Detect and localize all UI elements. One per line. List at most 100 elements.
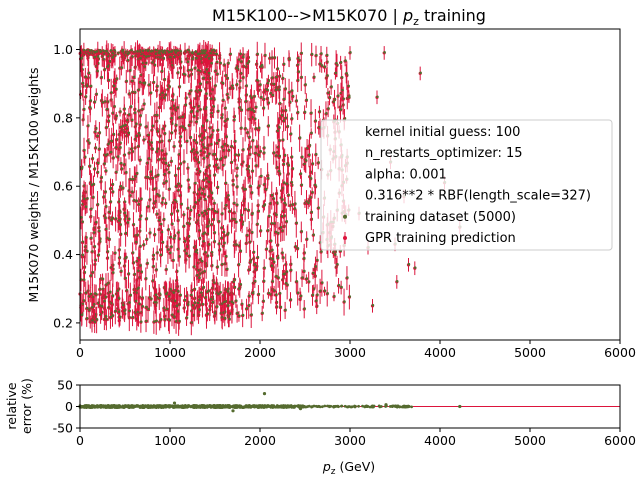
- training-point: [297, 70, 301, 73]
- training-point: [107, 142, 110, 146]
- training-point: [157, 158, 161, 161]
- training-point: [260, 174, 263, 178]
- training-point: [119, 223, 122, 226]
- training-point: [220, 236, 224, 240]
- training-point: [234, 139, 237, 143]
- training-point: [110, 91, 113, 94]
- training-point: [212, 129, 215, 132]
- training-point: [202, 178, 206, 182]
- training-point: [210, 223, 214, 226]
- training-point: [202, 156, 206, 160]
- training-point: [178, 255, 181, 258]
- training-point: [131, 251, 135, 254]
- training-point: [266, 88, 269, 92]
- training-point: [146, 205, 150, 208]
- training-point: [276, 231, 280, 235]
- training-point: [284, 116, 288, 120]
- training-point: [277, 276, 280, 279]
- training-point: [111, 190, 115, 193]
- training-point: [128, 194, 132, 197]
- training-point: [108, 59, 112, 63]
- training-point: [258, 184, 261, 188]
- training-point: [269, 239, 273, 242]
- training-point: [137, 109, 141, 112]
- training-point: [144, 277, 148, 280]
- training-point: [205, 119, 209, 122]
- training-point: [114, 217, 118, 220]
- training-point: [202, 76, 205, 80]
- training-point: [167, 170, 171, 174]
- training-point: [254, 127, 258, 130]
- training-point: [333, 97, 337, 101]
- training-point: [260, 95, 263, 99]
- training-point: [303, 307, 306, 310]
- training-point: [182, 72, 186, 76]
- training-point: [250, 230, 254, 234]
- training-point: [114, 309, 117, 313]
- training-point: [120, 161, 123, 165]
- training-point: [95, 92, 98, 96]
- training-point: [299, 172, 303, 175]
- training-point: [233, 118, 236, 121]
- training-point: [222, 163, 225, 167]
- training-point: [139, 244, 142, 248]
- training-point: [161, 240, 165, 244]
- training-point: [128, 92, 131, 95]
- training-point: [158, 140, 162, 143]
- training-point: [264, 188, 268, 191]
- training-point: [327, 91, 330, 94]
- training-point: [246, 167, 250, 171]
- training-point: [234, 299, 238, 302]
- training-point: [109, 186, 113, 190]
- training-point: [88, 49, 92, 52]
- training-point: [163, 96, 166, 99]
- training-point: [204, 107, 207, 111]
- training-point: [137, 88, 141, 91]
- training-point: [102, 195, 106, 198]
- training-point: [106, 250, 110, 253]
- training-point: [151, 176, 155, 180]
- training-point: [82, 48, 86, 52]
- training-point: [139, 158, 142, 162]
- training-point: [207, 207, 210, 211]
- training-point: [187, 178, 190, 181]
- training-point: [200, 259, 204, 263]
- training-point: [289, 132, 293, 135]
- training-point: [177, 231, 180, 234]
- training-point: [207, 71, 211, 75]
- training-point: [145, 237, 149, 241]
- training-point: [87, 124, 90, 127]
- training-point: [280, 214, 284, 218]
- training-point: [124, 231, 128, 235]
- training-point: [230, 160, 234, 164]
- training-point: [143, 65, 146, 68]
- training-point: [208, 57, 211, 60]
- training-point: [249, 145, 252, 149]
- training-point: [203, 270, 206, 273]
- training-point: [132, 222, 136, 226]
- training-point: [133, 111, 137, 114]
- training-point: [317, 161, 320, 164]
- training-point: [223, 241, 226, 245]
- training-point: [312, 233, 315, 236]
- training-point: [214, 163, 218, 167]
- training-point: [84, 245, 88, 248]
- training-point: [300, 183, 304, 187]
- training-point: [127, 217, 131, 221]
- training-point: [130, 147, 134, 150]
- training-point: [107, 281, 110, 285]
- training-point: [254, 268, 258, 271]
- training-point: [341, 88, 344, 92]
- training-point: [271, 76, 274, 79]
- training-point: [247, 164, 251, 168]
- training-point: [112, 132, 116, 136]
- training-point: [98, 147, 101, 151]
- training-point: [290, 180, 294, 184]
- training-point: [170, 159, 173, 163]
- training-point: [267, 124, 270, 127]
- training-point: [281, 251, 284, 254]
- training-point: [248, 135, 251, 139]
- training-point: [263, 266, 266, 270]
- training-point: [210, 142, 213, 146]
- training-point: [140, 270, 144, 274]
